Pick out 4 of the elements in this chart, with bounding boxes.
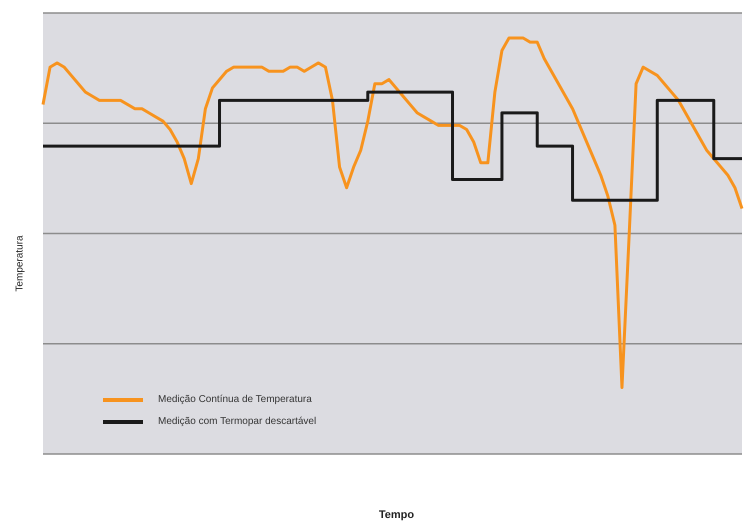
legend-label: Medição Contínua de Temperatura — [158, 394, 312, 405]
legend-label: Medição com Termopar descartável — [158, 416, 316, 427]
y-axis-title: Temperatura — [14, 234, 26, 294]
x-axis-title: Tempo — [378, 509, 416, 521]
